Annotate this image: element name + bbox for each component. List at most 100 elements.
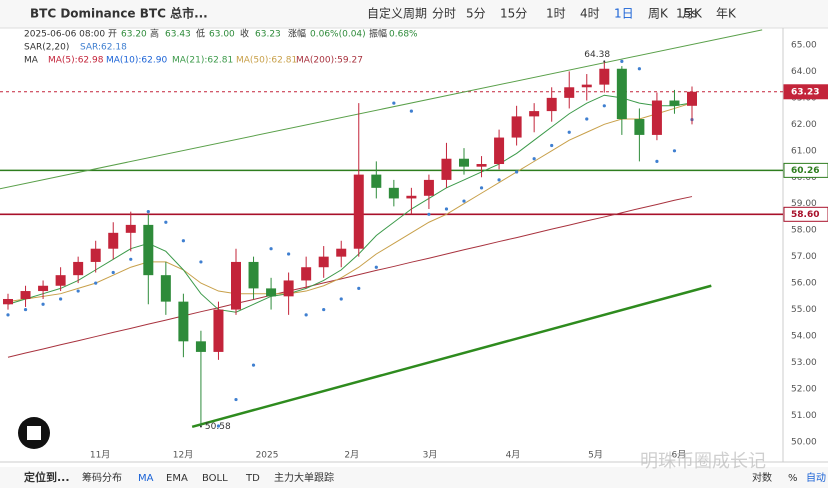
sar-dot [462, 199, 466, 203]
sar-dot [357, 286, 361, 290]
ma-value: MA(200):59.27 [296, 56, 363, 66]
sar-dot [567, 130, 571, 134]
tool[interactable]: EMA [166, 473, 188, 484]
watermark: 明珠币圈成长记 [640, 451, 766, 472]
sar-dot [76, 289, 80, 293]
sar-dot [339, 297, 343, 301]
ma-value: MA(10):62.90 [106, 56, 167, 66]
y-tick-label: 56.00 [791, 279, 817, 289]
interval[interactable]: 1日 [614, 7, 634, 21]
sar-dot [444, 207, 449, 211]
sar-dot [637, 67, 641, 71]
sar-dot [655, 159, 659, 163]
info-change-label: 涨幅 [288, 28, 306, 40]
candle-body [90, 248, 101, 262]
sar-dot [532, 157, 536, 161]
axis-option[interactable]: 对数 [752, 471, 772, 484]
tool[interactable]: 主力大单跟踪 [274, 471, 334, 484]
tool[interactable]: 筹码分布 [82, 471, 122, 484]
sar-dot [409, 109, 413, 113]
sar-dot [602, 104, 606, 108]
info-datetime: 2025-06-06 08:00 [24, 30, 105, 40]
info-amp-label: 振幅 [369, 28, 387, 40]
y-tick-label: 54.00 [791, 332, 817, 342]
sar-dot [199, 260, 203, 264]
candle-body [143, 224, 154, 276]
toolbar-bg [0, 0, 828, 28]
candle-body [441, 158, 452, 180]
tool[interactable]: BOLL [202, 473, 228, 484]
candle-body [459, 158, 469, 167]
interval[interactable]: 15分 [500, 7, 527, 21]
sar-dot [181, 239, 185, 243]
interval[interactable]: 分时 [432, 7, 456, 21]
candle-body [283, 280, 294, 297]
y-tick-label: 51.00 [791, 411, 817, 421]
candle-body [564, 87, 575, 98]
interval[interactable]: 5分 [466, 7, 486, 21]
interval[interactable]: 周K [648, 7, 669, 21]
candle-body [248, 261, 259, 289]
candle-body [423, 179, 434, 196]
level-tag [783, 84, 828, 100]
tool[interactable]: MA [138, 473, 154, 484]
interval[interactable]: 4时 [580, 7, 600, 21]
info-low: 63.00 [209, 30, 235, 40]
axis-option[interactable]: 自动 [806, 471, 826, 484]
interval[interactable]: 年K [716, 7, 737, 21]
y-tick-label: 59.00 [791, 199, 817, 209]
candle-body [388, 187, 399, 199]
level-tag [783, 162, 828, 178]
candle-body [634, 119, 645, 135]
candle-body [476, 164, 487, 167]
sar-dot [234, 397, 238, 402]
ma-line [7, 102, 693, 303]
sar-dot [427, 212, 431, 216]
symbol[interactable]: BTC Dominance BTC 总市... [30, 6, 208, 21]
x-tick-label: 4月 [506, 450, 521, 461]
sar-dot [620, 59, 624, 63]
ui: BTC Dominance BTC 总市... 自定义周期 分时 5分 15分 1时 4时 1… [24, 6, 828, 484]
y-tick-label: 57.00 [791, 252, 817, 262]
sar-dot [374, 265, 378, 269]
level-label: 60.26 [791, 166, 819, 176]
sar-dot [6, 313, 10, 317]
sar-dot [304, 313, 308, 317]
refresh[interactable]: 15s [676, 7, 698, 21]
info-high-label: 高 [150, 28, 159, 40]
sar-dot [322, 307, 326, 312]
sar-dot [497, 178, 501, 182]
info-close-label: 收 [240, 28, 249, 40]
sar-dot [59, 297, 63, 301]
annotation-label: 50.58 [205, 422, 231, 432]
annotation-point [603, 60, 606, 63]
x-tick-label: 2月 [344, 450, 359, 461]
y-tick-label: 64.00 [791, 67, 817, 77]
sar-dot [392, 101, 396, 105]
level-tag [783, 206, 828, 222]
candle-body [494, 137, 505, 165]
sar-name: SAR(2,20) [24, 43, 69, 53]
annotation-point [199, 425, 202, 428]
candle-body [529, 111, 540, 117]
interval[interactable]: 1时 [546, 7, 566, 21]
sar-dot [515, 170, 519, 174]
candle-body [266, 288, 277, 297]
info-amp: 0.68% [389, 30, 418, 40]
candle-body [669, 100, 680, 106]
y-tick-label: 53.00 [791, 358, 817, 368]
interval[interactable]: 月K [682, 7, 703, 21]
locate[interactable]: 定位到... [24, 470, 70, 484]
candle-body [599, 68, 610, 85]
candle-body [160, 275, 171, 302]
candle-body [125, 224, 136, 233]
info-open-label: 开 [108, 29, 117, 40]
axis-option[interactable]: % [788, 473, 798, 484]
sar-dot [146, 210, 150, 214]
x-tick-label: 11月 [90, 450, 110, 461]
period-select[interactable]: 自定义周期 [367, 6, 427, 21]
sar-dot [287, 252, 291, 256]
tool[interactable]: TD [245, 473, 260, 484]
ma-name: MA [24, 56, 39, 66]
plot [0, 29, 783, 429]
